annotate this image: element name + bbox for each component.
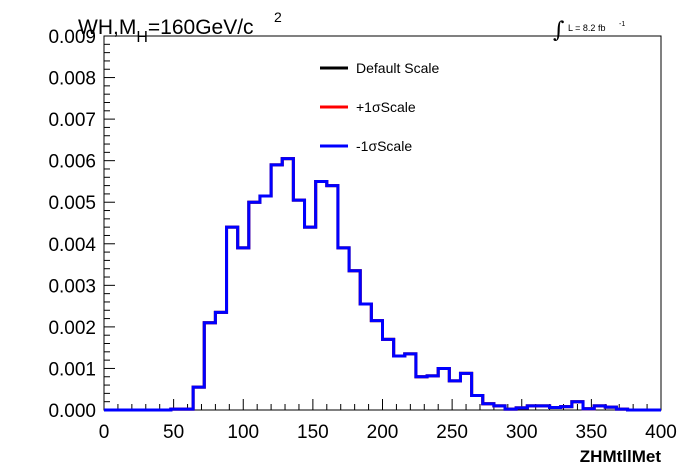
x-tick-label: 250 <box>436 422 468 443</box>
x-tick-label: 100 <box>227 422 259 443</box>
y-tick-label: 0.002 <box>48 318 96 339</box>
chart-title-subscript: H <box>136 29 148 46</box>
x-tick-label: 50 <box>163 422 184 443</box>
legend: Default Scale +1σScale -1σScale <box>320 60 439 154</box>
x-tick-label: 300 <box>506 422 538 443</box>
x-axis: 0 50 100 150 200 250 300 350 400 <box>99 399 677 443</box>
y-tick-label: 0.005 <box>48 193 96 214</box>
chart-title-rest: =160GeV/c <box>148 16 254 39</box>
legend-label: +1σScale <box>356 99 416 115</box>
y-tick-label: 0.008 <box>48 69 96 90</box>
y-tick-label: 0.007 <box>48 110 96 131</box>
x-tick-label: 150 <box>297 422 329 443</box>
legend-label: -1σScale <box>356 138 412 154</box>
series-line <box>104 157 661 412</box>
y-tick-label: 0.009 <box>48 27 96 48</box>
y-tick-label: 0.000 <box>48 401 96 422</box>
lumi-label: L = 8.2 fb <box>568 23 605 33</box>
series-group <box>104 157 661 412</box>
y-tick-label: 0.006 <box>48 152 96 173</box>
x-tick-label: 200 <box>367 422 399 443</box>
plot-frame <box>103 35 662 411</box>
series-line <box>104 157 661 412</box>
legend-label: Default Scale <box>356 60 439 76</box>
series-line <box>104 157 661 412</box>
chart-title-superscript: 2 <box>274 9 282 25</box>
chart-title: WH,MH=160GeV/c <box>78 16 254 46</box>
x-axis-label: ZHMtllMet <box>580 447 662 466</box>
y-tick-label: 0.003 <box>48 276 96 297</box>
x-tick-label: 350 <box>576 422 608 443</box>
x-tick-label: 0 <box>99 422 110 443</box>
lumi-superscript: -1 <box>619 21 625 28</box>
y-tick-label: 0.004 <box>48 235 96 256</box>
y-tick-label: 0.001 <box>48 359 96 380</box>
y-axis: 0.000 0.001 0.002 0.003 0.004 0.005 0.006 0.007… <box>48 27 115 422</box>
chart-title-main: WH,M <box>78 16 136 39</box>
lumi-integral-symbol: ∫ <box>553 18 565 43</box>
x-tick-label: 400 <box>645 422 677 443</box>
